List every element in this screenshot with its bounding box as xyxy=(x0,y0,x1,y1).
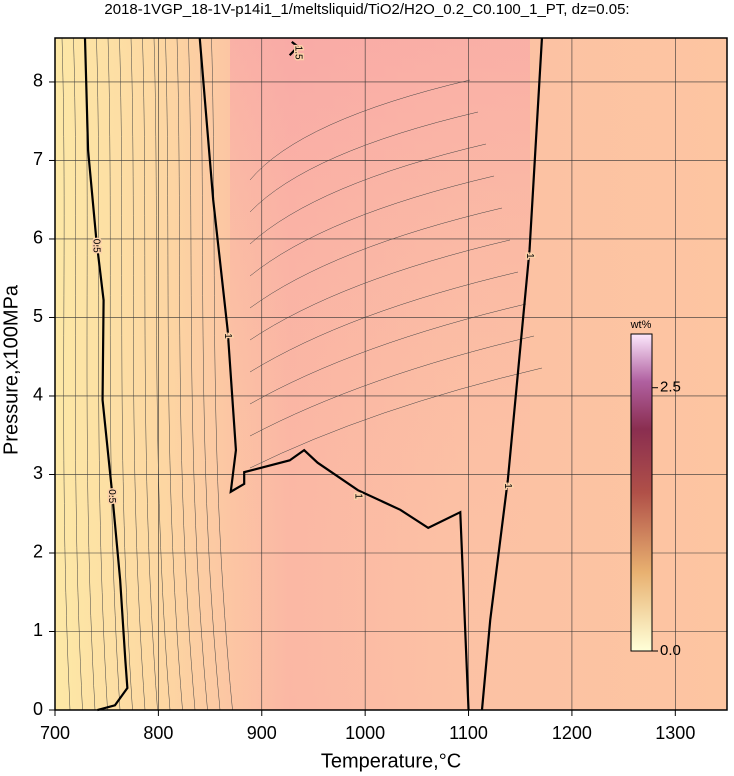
y-tick-label: 1 xyxy=(33,620,43,640)
contour-line xyxy=(83,37,129,712)
thin-contour xyxy=(249,111,479,213)
y-tick-label: 4 xyxy=(33,385,43,405)
thin-contour xyxy=(249,239,511,341)
y-tick-label: 2 xyxy=(33,542,43,562)
contour-line xyxy=(198,37,470,711)
colorbar xyxy=(630,333,653,652)
thin-contour xyxy=(61,37,71,711)
y-tick-label: 6 xyxy=(33,228,43,248)
x-tick-label: 1300 xyxy=(655,723,695,743)
y-tick-label: 0 xyxy=(33,699,43,719)
y-tick-label: 7 xyxy=(33,149,43,169)
colorbar-tick-label: 0.0 xyxy=(660,642,681,659)
plot-shading xyxy=(230,38,530,710)
thin-contour xyxy=(199,37,221,711)
thin-contour xyxy=(249,367,543,469)
thin-contour xyxy=(130,37,146,711)
x-tick-label: 800 xyxy=(143,723,173,743)
thin-contour xyxy=(249,271,519,373)
contour-line xyxy=(288,41,300,57)
thin-contour xyxy=(153,37,171,711)
contour-line xyxy=(480,37,544,711)
thin-contour xyxy=(165,37,183,711)
thin-contour xyxy=(249,207,503,309)
y-tick-label: 5 xyxy=(33,306,43,326)
contour-label: 1 xyxy=(524,253,535,259)
x-axis-label: Temperature,°C xyxy=(321,750,461,772)
thin-contour xyxy=(142,37,158,711)
contour-label: 1 xyxy=(502,483,513,489)
contour-label: 0.5 xyxy=(91,239,102,253)
contours: 0.5 0.5 1 1 1 1 1.5 xyxy=(61,37,544,712)
x-tick-label: 1200 xyxy=(552,723,592,743)
chart-title: 2018-1VGP_18-1V-p14i1_1/meltsliquid/TiO2… xyxy=(104,1,629,18)
thin-contour xyxy=(249,335,535,437)
thin-contour xyxy=(249,175,495,277)
thin-contour xyxy=(176,37,196,711)
contour-label: 1 xyxy=(352,493,363,499)
thin-contour xyxy=(107,37,121,711)
contour-label: 0.5 xyxy=(106,489,117,503)
contour-label: 1.5 xyxy=(292,46,303,60)
y-tick-label: 3 xyxy=(33,463,43,483)
thin-contour xyxy=(96,37,108,711)
thin-contour xyxy=(119,37,133,711)
colorbar-label: wt% xyxy=(630,319,652,331)
thin-contour xyxy=(188,37,208,711)
colorbar-tick-label: 2.5 xyxy=(660,379,681,396)
x-tick-label: 700 xyxy=(40,723,70,743)
contour-label: 1 xyxy=(222,333,233,339)
thin-contour xyxy=(249,79,471,181)
thin-contour xyxy=(73,37,83,711)
thin-contour xyxy=(249,303,527,405)
x-tick-label: 1000 xyxy=(345,723,385,743)
y-tick-label: 8 xyxy=(33,71,43,91)
plot-frame xyxy=(54,37,728,711)
y-axis-label: Pressure,x100MPa xyxy=(0,284,22,455)
thin-contour xyxy=(211,37,233,711)
x-tick-label: 900 xyxy=(247,723,277,743)
x-tick-label: 1100 xyxy=(449,723,488,743)
thin-contour xyxy=(249,143,487,245)
